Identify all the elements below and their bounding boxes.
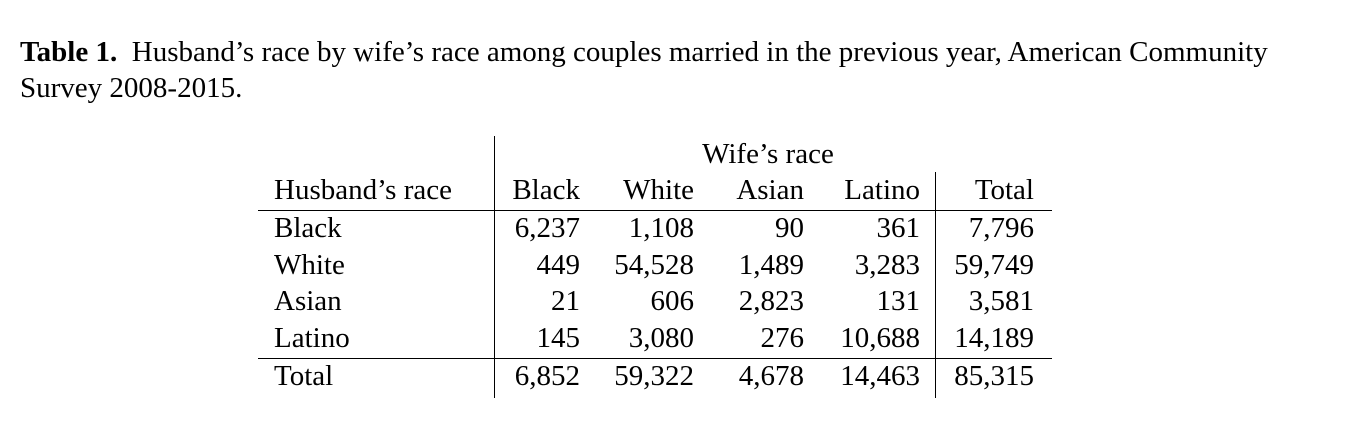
table-cell: 3,581 <box>968 285 1034 317</box>
total-cell: 59,322 <box>614 360 694 392</box>
table-caption: Table 1. Husband’s race by wife’s race a… <box>20 34 1320 106</box>
table-cell: 6,237 <box>514 212 580 244</box>
total-cell: 4,678 <box>738 360 804 392</box>
group-header: Wife’s race <box>702 138 834 170</box>
row-label: Latino <box>274 322 350 354</box>
vertical-rule-left <box>494 136 495 398</box>
table-cell: 59,749 <box>954 249 1034 281</box>
table-cell: 1,108 <box>628 212 694 244</box>
table-cell: 276 <box>760 322 805 354</box>
vertical-rule-right <box>935 172 936 398</box>
data-table: Wife’s race Husband’s race Black White A… <box>258 136 1052 398</box>
row-label: Asian <box>274 285 342 317</box>
table-cell: 21 <box>551 285 580 317</box>
table-cell: 361 <box>876 212 921 244</box>
table-cell: 14,189 <box>954 322 1034 354</box>
table-cell: 131 <box>876 285 921 317</box>
total-cell: 14,463 <box>840 360 920 392</box>
table-cell: 7,796 <box>968 212 1034 244</box>
row-label: White <box>274 249 345 281</box>
table-cell: 145 <box>536 322 581 354</box>
table-cell: 606 <box>650 285 695 317</box>
total-cell: 6,852 <box>514 360 580 392</box>
col-header-total: Total <box>974 174 1034 206</box>
corner-header: Husband’s race <box>274 174 452 206</box>
header-rule <box>258 210 1052 211</box>
row-label: Black <box>274 212 342 244</box>
total-rule <box>258 358 1052 359</box>
col-header-asian: Asian <box>736 174 804 206</box>
total-cell: 85,315 <box>954 360 1034 392</box>
table-cell: 10,688 <box>840 322 920 354</box>
table-cell: 90 <box>775 212 804 244</box>
col-header-latino: Latino <box>844 174 920 206</box>
col-header-black: Black <box>512 174 580 206</box>
table-cell: 54,528 <box>614 249 694 281</box>
table-cell: 3,080 <box>628 322 694 354</box>
table-cell: 3,283 <box>854 249 920 281</box>
col-header-white: White <box>623 174 694 206</box>
caption-text: Husband’s race by wife’s race among coup… <box>20 36 1268 104</box>
caption-label: Table 1. <box>20 36 118 68</box>
table-cell: 2,823 <box>738 285 804 317</box>
table-cell: 449 <box>536 249 581 281</box>
table-cell: 1,489 <box>738 249 804 281</box>
total-row-label: Total <box>274 360 334 392</box>
